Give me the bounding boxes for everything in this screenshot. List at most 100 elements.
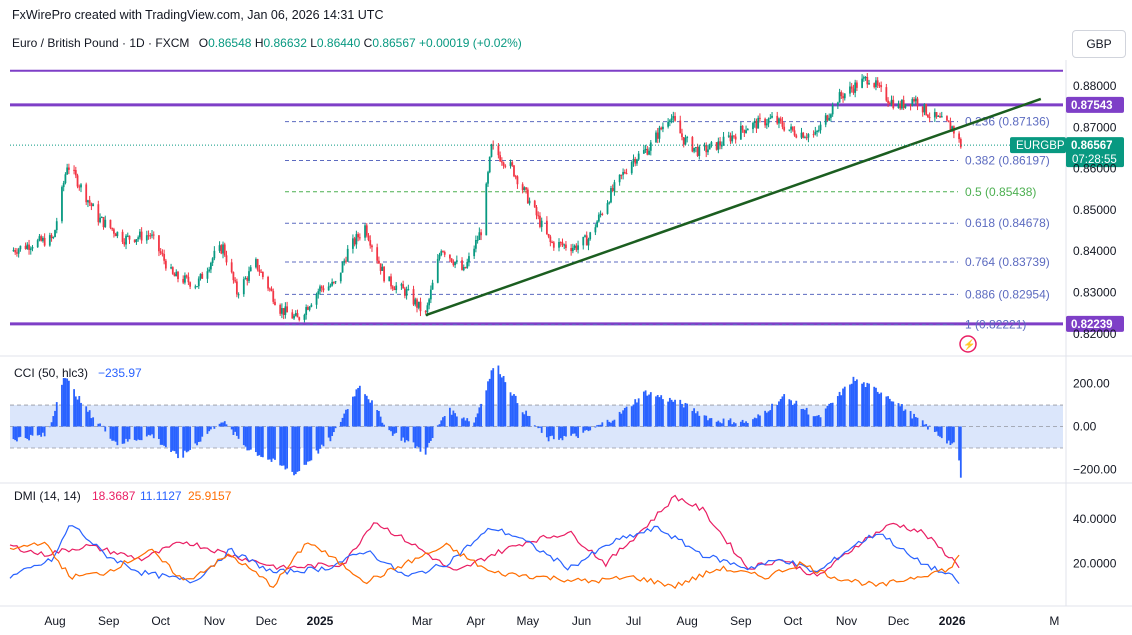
candle-body (395, 285, 398, 290)
cci-bar (369, 402, 372, 427)
candle-body (958, 133, 960, 140)
cci-bar (50, 422, 53, 427)
candle-body (516, 176, 519, 185)
cci-bar (880, 392, 883, 427)
cci-bar (391, 426, 394, 436)
candle-body (102, 217, 105, 228)
cci-title: CCI (50, hlc3) (14, 366, 88, 380)
cci-bar (261, 426, 264, 458)
candle-body (182, 279, 185, 283)
symbol-name[interactable]: Euro / British Pound · 1D · FXCM (12, 36, 190, 50)
cci-bar (270, 426, 273, 462)
candle-body (795, 135, 798, 138)
cci-bar (377, 411, 380, 427)
cci-bar (286, 426, 289, 469)
candle-body (140, 231, 143, 241)
cci-bar (206, 426, 209, 434)
ascending-trendline (425, 97, 1042, 317)
cci-bar (715, 421, 718, 427)
symbol-ohlc-line: Euro / British Pound · 1D · FXCM O0.8654… (12, 36, 522, 50)
cci-bar (331, 426, 334, 436)
cci-bar (137, 426, 140, 440)
candle-body (681, 133, 683, 138)
candle-body (14, 250, 17, 253)
cci-bar (492, 368, 495, 427)
cci-bar (303, 426, 306, 465)
cci-bar (525, 410, 528, 427)
candle-body (76, 175, 79, 187)
candle-body (525, 187, 528, 190)
candle-body (817, 130, 820, 132)
cci-bar (521, 412, 524, 427)
cci-bar (255, 426, 257, 453)
cci-bar (788, 399, 791, 427)
cci-bar (274, 426, 276, 460)
cci-bar (38, 426, 41, 435)
cci-bar (939, 426, 941, 437)
cci-bar (552, 426, 555, 440)
cci-bar (464, 420, 467, 427)
candle-body (196, 286, 198, 288)
candle-body (727, 135, 730, 137)
cci-bar (235, 426, 238, 436)
candle-body (173, 273, 176, 277)
dmi-series-line (9, 494, 960, 577)
cci-bar (698, 415, 701, 427)
candle-body (940, 116, 943, 118)
cci-bar (757, 414, 760, 427)
cci-bar (97, 423, 100, 427)
cci-bar (171, 426, 174, 451)
candle-body (708, 143, 711, 150)
cci-bar (164, 426, 167, 448)
candle-body (424, 311, 427, 313)
open-value: 0.86548 (208, 36, 252, 50)
candle-body (913, 99, 915, 102)
close-label: C (363, 36, 373, 50)
candle-body (646, 148, 649, 155)
time-axis-tick: 2026 (939, 614, 966, 628)
candle-body (428, 299, 431, 306)
last-price-label: 0.86567 (1071, 140, 1113, 152)
candle-body (114, 233, 117, 237)
cci-bar (310, 426, 313, 461)
cci-bar (123, 426, 126, 444)
currency-button[interactable]: GBP (1072, 30, 1126, 58)
cci-bar (630, 406, 633, 427)
candle-body (242, 279, 245, 295)
cci-bar (298, 426, 301, 472)
cci-bar (339, 421, 342, 427)
cci-bar (135, 426, 138, 441)
candle-body (625, 173, 628, 175)
candle-body (135, 239, 138, 242)
cci-bar (390, 426, 392, 432)
time-axis-tick: Jul (626, 614, 641, 628)
cci-bar (887, 396, 889, 427)
candle-body (925, 103, 928, 115)
cci-bar (817, 415, 820, 427)
candle-body (138, 231, 141, 238)
candle-body (197, 278, 200, 287)
cci-bar (73, 389, 75, 427)
cci-bar (429, 426, 432, 441)
cci-bar (346, 409, 349, 427)
cci-bar (708, 418, 711, 427)
candle-body (790, 126, 792, 130)
cci-bar (570, 426, 573, 436)
candle-body (381, 266, 384, 271)
fib-price: 0.82221 (979, 318, 1023, 332)
cci-bar (667, 401, 670, 427)
candle-body (776, 115, 779, 124)
candle-body (211, 258, 214, 263)
candle-body (474, 240, 477, 249)
candle-body (584, 235, 586, 237)
cci-bar (237, 426, 240, 439)
candle-body (391, 286, 394, 289)
cci-bar (403, 426, 406, 443)
cci-bar (946, 426, 948, 444)
candle-body (74, 170, 77, 176)
cci-bar (379, 416, 382, 427)
cci-bar (717, 420, 720, 427)
candle-body (719, 141, 721, 146)
cci-bar (793, 403, 796, 427)
cci-bar (933, 426, 936, 432)
